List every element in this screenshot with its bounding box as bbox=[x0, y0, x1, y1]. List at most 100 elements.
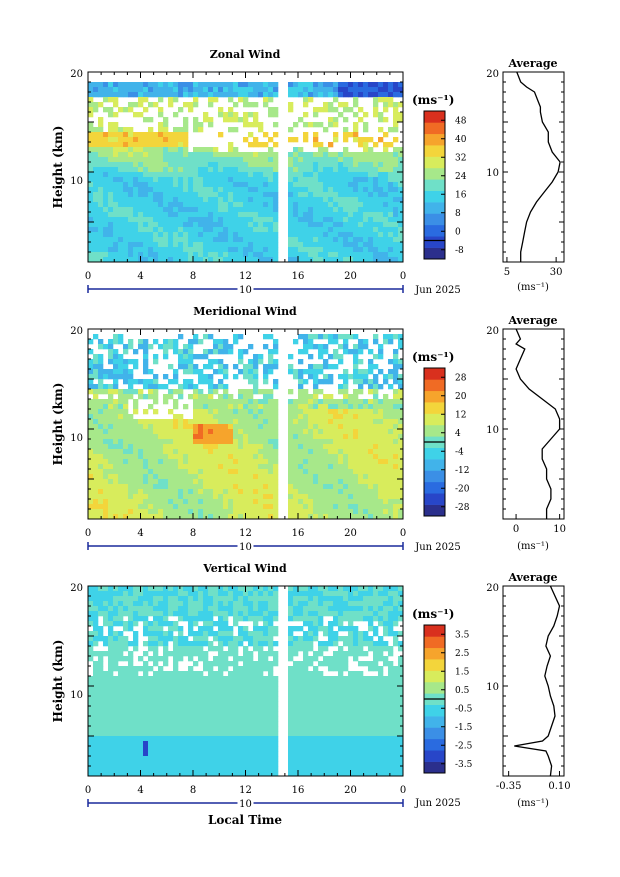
heatmap-cell bbox=[148, 641, 153, 646]
heatmap-cell bbox=[163, 349, 168, 354]
heatmap-cell bbox=[393, 364, 398, 369]
meridional-heatmap bbox=[88, 334, 403, 519]
heatmap-cell bbox=[178, 384, 183, 389]
heatmap-cell bbox=[288, 509, 293, 514]
heatmap-cell bbox=[118, 509, 123, 514]
heatmap-cell bbox=[248, 474, 253, 479]
heatmap-cell bbox=[353, 494, 358, 499]
heatmap-cell bbox=[363, 247, 368, 252]
colorbar-swatch bbox=[424, 145, 445, 157]
heatmap-cell bbox=[113, 616, 118, 621]
heatmap-cell bbox=[288, 187, 293, 192]
heatmap-cell bbox=[338, 454, 343, 459]
heatmap-cell bbox=[138, 142, 143, 147]
heatmap-cell bbox=[88, 696, 93, 701]
heatmap-cell bbox=[213, 499, 218, 504]
heatmap-cell bbox=[98, 656, 103, 661]
heatmap-cell bbox=[198, 369, 203, 374]
heatmap-cell bbox=[193, 651, 198, 656]
heatmap-cell bbox=[288, 474, 293, 479]
heatmap-cell bbox=[298, 399, 303, 404]
heatmap-cell bbox=[353, 92, 358, 97]
heatmap-cell bbox=[378, 429, 383, 434]
heatmap-cell bbox=[213, 489, 218, 494]
heatmap-cell bbox=[183, 137, 188, 142]
heatmap-cell bbox=[148, 761, 153, 766]
heatmap-cell bbox=[133, 399, 138, 404]
heatmap-cell bbox=[123, 142, 128, 147]
heatmap-cell bbox=[208, 217, 213, 222]
heatmap-cell bbox=[148, 751, 153, 756]
vertical-heatmap bbox=[88, 586, 403, 776]
heatmap-cell bbox=[178, 364, 183, 369]
heatmap-cell bbox=[343, 409, 348, 414]
heatmap-cell bbox=[98, 374, 103, 379]
heatmap-cell bbox=[238, 429, 243, 434]
heatmap-cell bbox=[363, 419, 368, 424]
heatmap-cell bbox=[308, 217, 313, 222]
heatmap-cell bbox=[353, 499, 358, 504]
heatmap-cell bbox=[348, 414, 353, 419]
heatmap-cell bbox=[308, 494, 313, 499]
heatmap-cell bbox=[143, 591, 148, 596]
heatmap-cell bbox=[118, 706, 123, 711]
profile-frame bbox=[503, 72, 564, 262]
heatmap-cell bbox=[168, 636, 173, 641]
heatmap-cell bbox=[378, 474, 383, 479]
heatmap-cell bbox=[188, 711, 193, 716]
heatmap-cell bbox=[143, 97, 148, 102]
heatmap-cell bbox=[308, 207, 313, 212]
heatmap-cell bbox=[348, 202, 353, 207]
heatmap-cell bbox=[148, 586, 153, 591]
heatmap-cell bbox=[258, 404, 263, 409]
heatmap-cell bbox=[253, 479, 258, 484]
heatmap-cell bbox=[188, 721, 193, 726]
heatmap-cell bbox=[393, 207, 398, 212]
heatmap-cell bbox=[193, 444, 198, 449]
heatmap-cell bbox=[168, 489, 173, 494]
heatmap-cell bbox=[193, 384, 198, 389]
heatmap-cell bbox=[203, 606, 208, 611]
heatmap-cell bbox=[228, 434, 233, 439]
heatmap-cell bbox=[128, 721, 133, 726]
heatmap-cell bbox=[273, 449, 278, 454]
heatmap-cell bbox=[383, 454, 388, 459]
heatmap-cell bbox=[143, 207, 148, 212]
heatmap-cell bbox=[138, 147, 143, 152]
heatmap-cell bbox=[243, 349, 248, 354]
heatmap-cell bbox=[218, 379, 223, 384]
heatmap-cell bbox=[93, 172, 98, 177]
heatmap-cell bbox=[393, 227, 398, 232]
heatmap-cell bbox=[173, 419, 178, 424]
heatmap-cell bbox=[363, 192, 368, 197]
heatmap-cell bbox=[158, 606, 163, 611]
heatmap-cell bbox=[163, 172, 168, 177]
heatmap-cell bbox=[313, 222, 318, 227]
heatmap-cell bbox=[118, 394, 123, 399]
heatmap-cell bbox=[208, 247, 213, 252]
heatmap-cell bbox=[183, 359, 188, 364]
heatmap-cell bbox=[123, 494, 128, 499]
heatmap-cell bbox=[113, 187, 118, 192]
heatmap-cell bbox=[393, 237, 398, 242]
heatmap-cell bbox=[318, 434, 323, 439]
heatmap-cell bbox=[98, 631, 103, 636]
heatmap-cell bbox=[93, 459, 98, 464]
heatmap-cell bbox=[193, 207, 198, 212]
heatmap-cell bbox=[158, 616, 163, 621]
heatmap-cell bbox=[383, 434, 388, 439]
heatmap-cell bbox=[133, 494, 138, 499]
heatmap-cell bbox=[228, 439, 233, 444]
heatmap-cell bbox=[338, 227, 343, 232]
heatmap-cell bbox=[228, 212, 233, 217]
heatmap-cell bbox=[163, 636, 168, 641]
heatmap-cell bbox=[228, 479, 233, 484]
heatmap-cell bbox=[238, 474, 243, 479]
heatmap-cell bbox=[268, 399, 273, 404]
heatmap-cell bbox=[338, 197, 343, 202]
heatmap-cell bbox=[348, 469, 353, 474]
heatmap-cell bbox=[323, 157, 328, 162]
heatmap-cell bbox=[308, 232, 313, 237]
heatmap-cell bbox=[103, 434, 108, 439]
heatmap-cell bbox=[158, 469, 163, 474]
